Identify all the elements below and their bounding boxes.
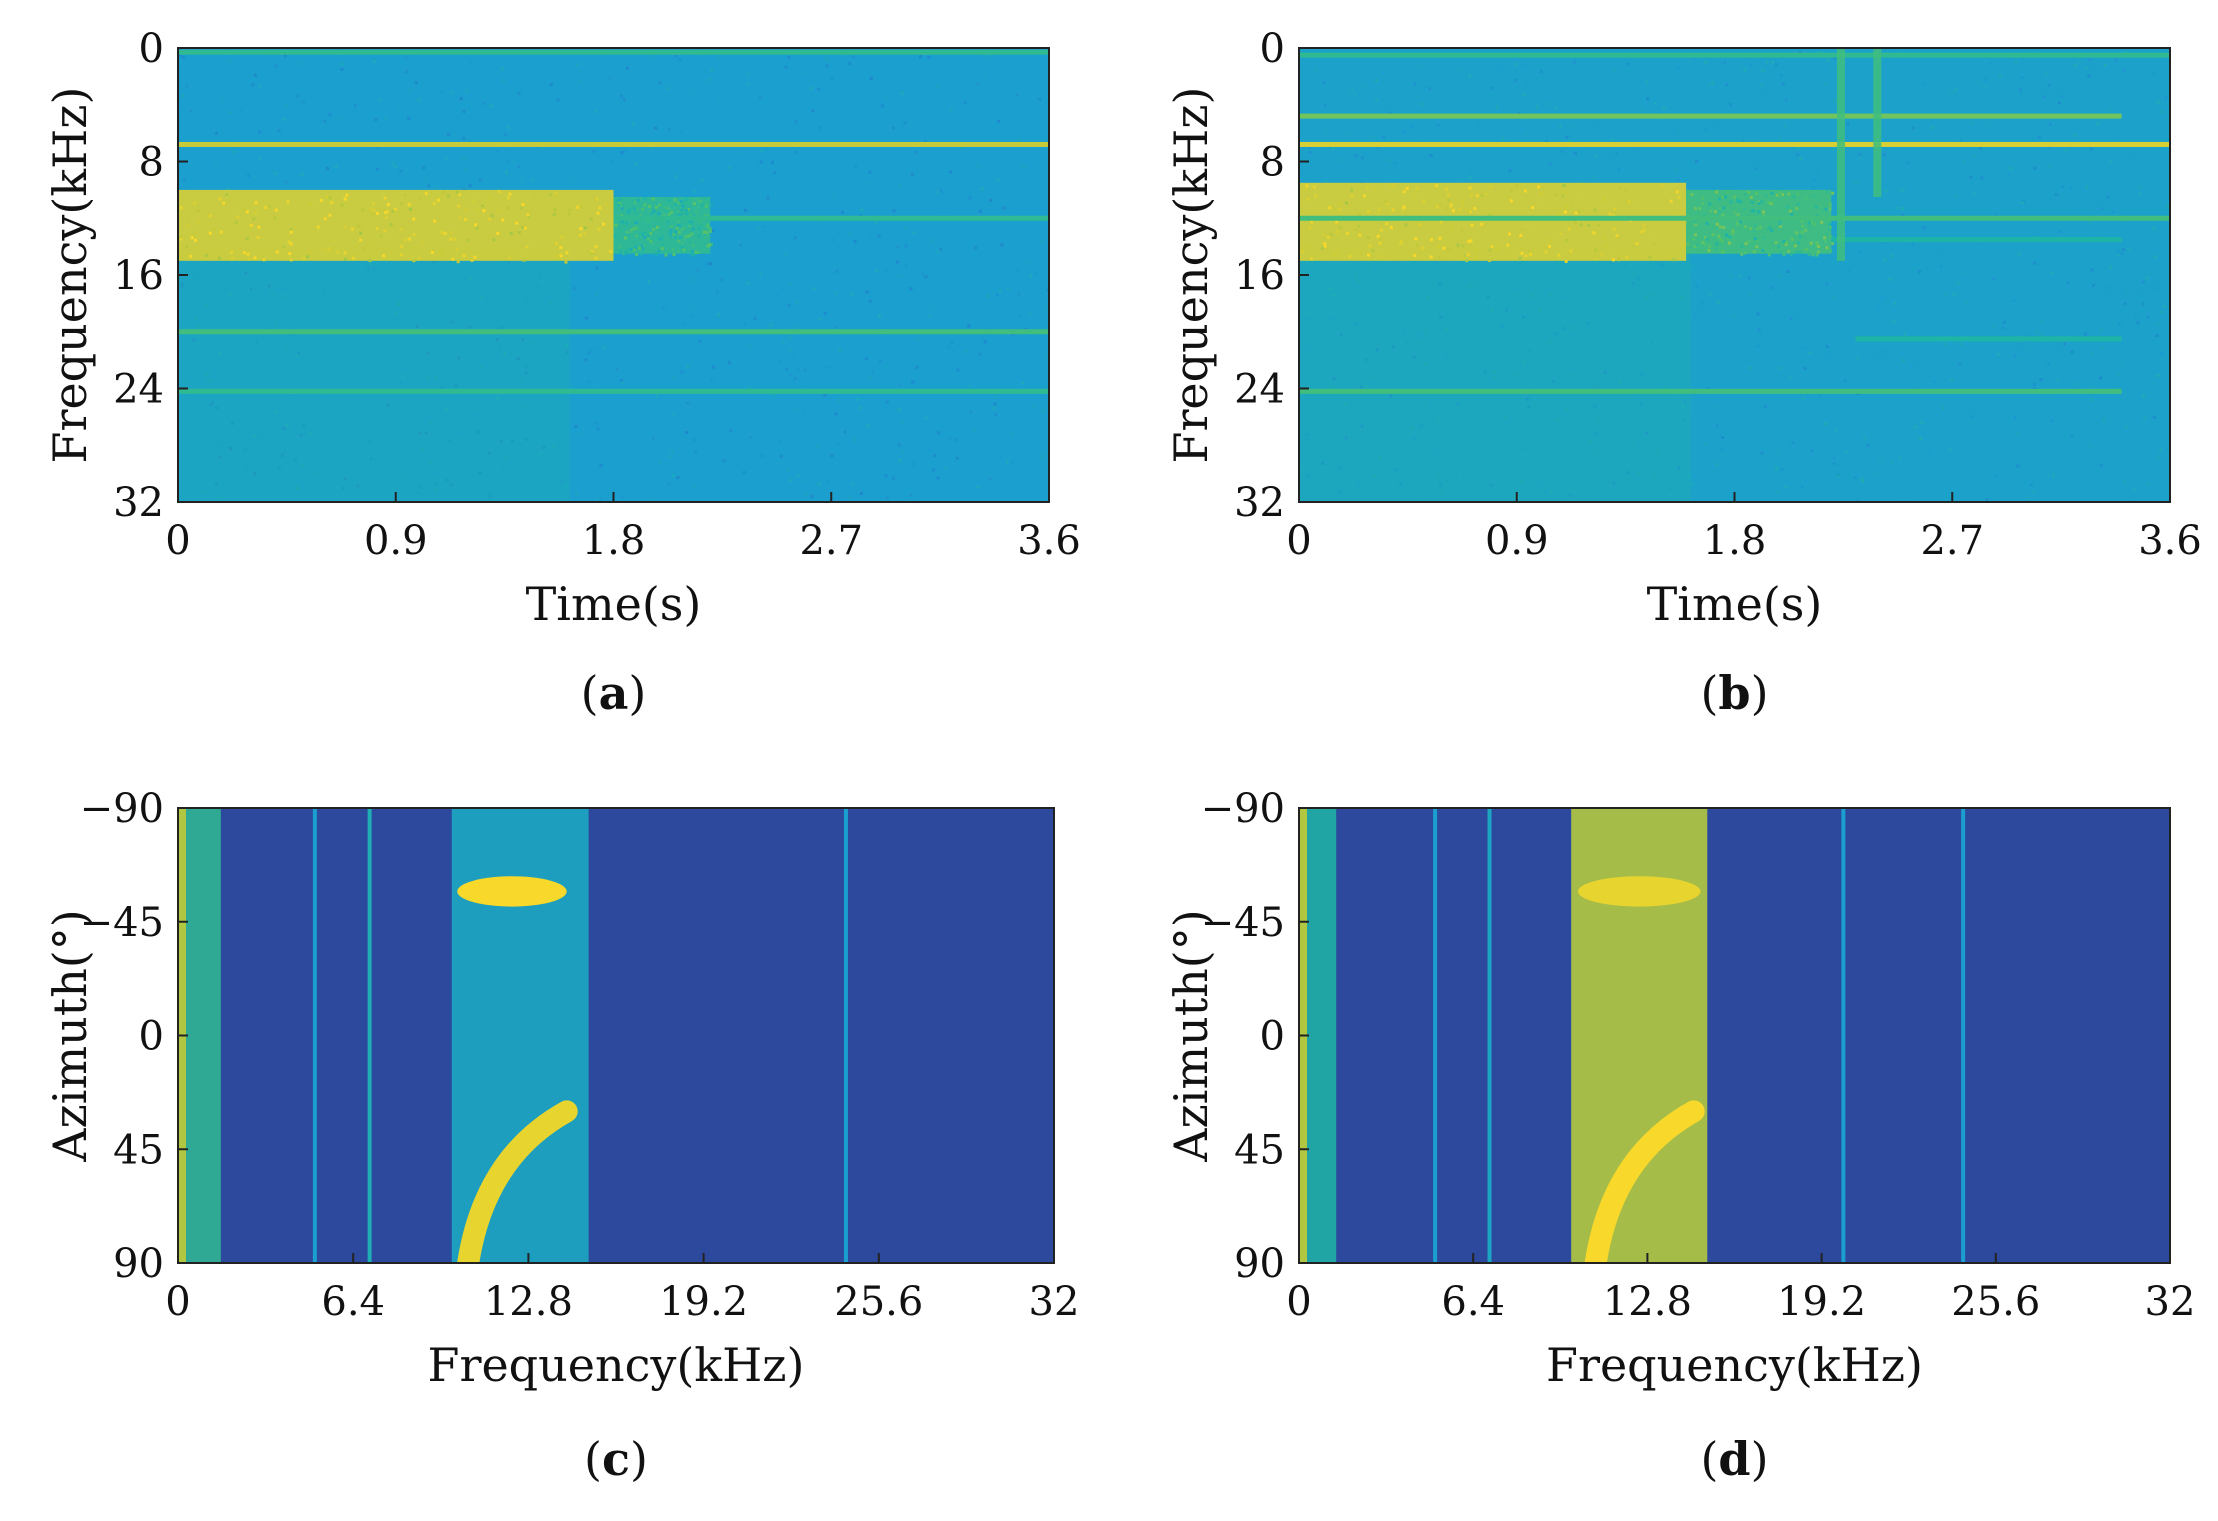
tonal-line-3 xyxy=(178,329,1049,335)
panel-label: (c) xyxy=(584,1432,648,1486)
heatmap-c xyxy=(178,808,1054,1263)
x-tick-label: 0.9 xyxy=(1485,518,1549,564)
tonal-line-0 xyxy=(178,49,1049,55)
y-tick-label: 32 xyxy=(113,480,164,526)
energy-band-0 xyxy=(1571,808,1708,1263)
x-tick-label: 25.6 xyxy=(834,1279,923,1325)
x-axis-label: Frequency(kHz) xyxy=(1546,1338,1923,1392)
lower-energy-region xyxy=(178,246,570,502)
tonal-column-0 xyxy=(312,808,317,1263)
lower-energy-region xyxy=(1299,246,1691,502)
y-tick-label: 45 xyxy=(113,1127,164,1173)
y-tick-label: 8 xyxy=(1260,140,1285,186)
x-tick-label: 1.8 xyxy=(1703,518,1767,564)
energy-band-0 xyxy=(451,808,589,1263)
y-tick-label: −45 xyxy=(80,900,164,946)
y-axis-label: Frequency(kHz) xyxy=(43,87,97,464)
x-tick-label: 25.6 xyxy=(1951,1279,2040,1325)
energy-band-0 xyxy=(1299,182,1687,261)
panel-d: 0 6.4 12.8 19.2 25.6 32 −90 −45 0 45 90 Frequency(k… xyxy=(1164,786,2195,1486)
x-tick-label: 0.9 xyxy=(364,518,428,564)
x-tick-label: 2.7 xyxy=(799,518,863,564)
y-tick-label: 90 xyxy=(113,1241,164,1287)
tonal-line-5 xyxy=(1855,336,2122,342)
y-tick-label: 45 xyxy=(1234,1127,1285,1173)
x-tick-label: 12.8 xyxy=(484,1279,573,1325)
x-tick-label: 32 xyxy=(1029,1279,1080,1325)
tonal-column-1 xyxy=(367,808,372,1263)
x-axis-label: Time(s) xyxy=(526,577,702,631)
heatmap-d xyxy=(1299,808,2170,1263)
x-axis-label: Frequency(kHz) xyxy=(428,1338,805,1392)
y-tick-label: 90 xyxy=(1234,1241,1285,1287)
panel-c: 0 6.4 12.8 19.2 25.6 32 −90 −45 0 45 90 Frequency(k… xyxy=(43,786,1079,1486)
x-tick-label: 2.7 xyxy=(1920,518,1984,564)
x-tick-label: 6.4 xyxy=(321,1279,385,1325)
x-tick-label: 19.2 xyxy=(1777,1279,1866,1325)
heatmap-a xyxy=(178,48,1049,502)
y-tick-label: 16 xyxy=(1234,253,1285,299)
y-tick-label: 8 xyxy=(139,140,164,186)
heatmap-b xyxy=(1299,48,2170,502)
panel-label: (b) xyxy=(1700,666,1768,720)
hotspot-0 xyxy=(457,876,567,907)
tonal-line-1 xyxy=(178,141,1049,147)
y-tick-label: 16 xyxy=(113,253,164,299)
x-tick-label: 19.2 xyxy=(659,1279,748,1325)
x-tick-label: 0 xyxy=(1286,518,1311,564)
transient-burst-1 xyxy=(1873,48,1882,197)
y-tick-label: 24 xyxy=(1234,367,1285,413)
tonal-line-4 xyxy=(1831,237,2122,243)
tonal-column-1 xyxy=(1487,808,1492,1263)
y-tick-label: −90 xyxy=(1201,786,1285,832)
panel-label: (a) xyxy=(581,666,647,720)
hotspot-0 xyxy=(1577,876,1701,907)
y-tick-label: 24 xyxy=(113,367,164,413)
energy-band-0 xyxy=(178,189,614,261)
x-tick-label: 0 xyxy=(165,518,190,564)
x-tick-label: 1.8 xyxy=(582,518,646,564)
y-tick-label: 0 xyxy=(139,1014,164,1060)
tonal-line-3 xyxy=(1299,215,2170,221)
x-tick-label: 0 xyxy=(165,1279,190,1325)
y-tick-label: 32 xyxy=(1234,480,1285,526)
hotspot-1 xyxy=(457,1100,578,1263)
energy-band-1 xyxy=(1686,189,1832,254)
x-tick-label: 3.6 xyxy=(2138,518,2202,564)
x-tick-label: 0 xyxy=(1286,1279,1311,1325)
y-tick-label: 0 xyxy=(1260,1014,1285,1060)
hotspot-1 xyxy=(1584,1100,1705,1263)
panel-a: 0 0.9 1.8 2.7 3.6 0 8 16 24 32 Time(s) Frequency(kH… xyxy=(43,26,1081,720)
x-tick-label: 6.4 xyxy=(1441,1279,1505,1325)
heatmap-background xyxy=(1299,48,2170,502)
x-axis-label: Time(s) xyxy=(1647,577,1823,631)
y-tick-label: 0 xyxy=(1260,26,1285,72)
x-tick-label: 3.6 xyxy=(1017,518,1081,564)
tonal-line-0 xyxy=(1299,52,2170,58)
x-tick-label: 32 xyxy=(2145,1279,2196,1325)
tonal-line-6 xyxy=(1299,388,2122,394)
tonal-column-2 xyxy=(843,808,848,1263)
heatmap-background xyxy=(1299,808,2170,1263)
y-tick-label: −90 xyxy=(80,786,164,832)
x-tick-label: 12.8 xyxy=(1603,1279,1692,1325)
heatmap-background xyxy=(178,808,1054,1263)
y-axis-label: Azimuth(°) xyxy=(43,909,97,1162)
transient-burst-0 xyxy=(1836,48,1845,261)
tonal-line-4 xyxy=(178,388,1049,394)
y-tick-label: 0 xyxy=(139,26,164,72)
tonal-line-2 xyxy=(613,215,1049,221)
panel-label: (d) xyxy=(1700,1432,1768,1486)
tonal-column-0 xyxy=(1433,808,1438,1263)
tonal-column-3 xyxy=(1961,808,1966,1263)
y-axis-label: Azimuth(°) xyxy=(1164,909,1218,1162)
panel-b: 0 0.9 1.8 2.7 3.6 0 8 16 24 32 Time(s) Frequency(kH… xyxy=(1164,26,2202,720)
y-axis-label: Frequency(kHz) xyxy=(1164,87,1218,464)
tonal-line-2 xyxy=(1299,141,2170,147)
tonal-column-2 xyxy=(1841,808,1846,1263)
y-tick-label: −45 xyxy=(1201,900,1285,946)
tonal-line-1 xyxy=(1299,113,2122,119)
